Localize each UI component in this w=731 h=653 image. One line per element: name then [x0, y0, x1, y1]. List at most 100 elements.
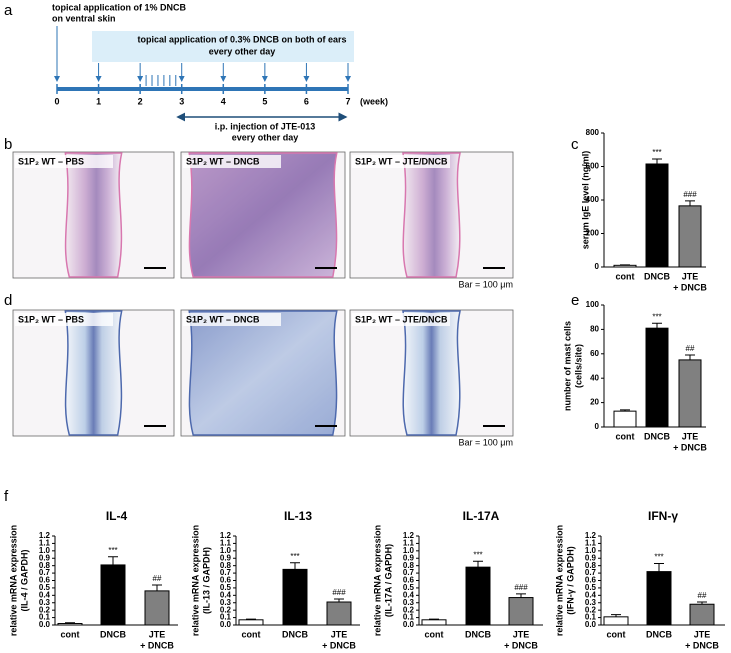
y-tick-label: 1.2	[403, 531, 415, 540]
y-tick-label: 600	[586, 162, 600, 171]
bar	[508, 597, 534, 626]
y-tick-label: 0.0	[403, 620, 415, 629]
y-tick-label: 80	[590, 325, 599, 334]
x-tick-label: + DNCB	[504, 640, 538, 650]
label-bg	[352, 313, 450, 326]
x-tick-label: DNCB	[465, 629, 491, 639]
y-tick-label: 0.3	[39, 598, 51, 607]
error-bar	[290, 562, 300, 570]
x-tick-label: DNCB	[644, 431, 670, 441]
significance: ***	[108, 546, 117, 555]
y-tick-label: 0	[595, 262, 600, 271]
tissue	[188, 152, 338, 278]
x-tick-label: DNCB	[100, 629, 126, 639]
bar	[603, 616, 629, 626]
y-tick-label: 0.5	[220, 583, 232, 592]
y-tick-label: 0.1	[403, 613, 415, 622]
image-label: S1P₂ WT – PBS	[18, 156, 84, 166]
x-tick-label: + DNCB	[673, 282, 707, 292]
ear-note: topical application of 0.3% DNCB on both…	[137, 34, 346, 44]
y-tick-label: 1.0	[39, 546, 51, 555]
error-bar	[246, 618, 256, 620]
y-tick-label: 0.9	[403, 553, 415, 562]
image-label: S1P₂ WT – DNCB	[186, 156, 260, 166]
week-label: 4	[221, 96, 226, 106]
bar	[326, 601, 352, 626]
y-tick-label: 0.7	[585, 568, 597, 577]
week-label: 7	[345, 96, 350, 106]
y-tick-label: 0.8	[585, 561, 597, 570]
y-tick-label: 0	[595, 422, 600, 431]
error-bar	[334, 598, 344, 603]
panel-letter: b	[4, 136, 12, 153]
significance: ***	[290, 552, 299, 561]
panel-letter: f	[4, 488, 9, 505]
y-tick-label: 0.6	[220, 576, 232, 585]
y-tick-label: 0.6	[585, 576, 597, 585]
bar	[645, 327, 669, 428]
week-label: 5	[262, 96, 267, 106]
y-tick-label: 0.0	[39, 620, 51, 629]
error-bar	[652, 158, 662, 164]
bar	[144, 590, 170, 626]
bar	[645, 163, 669, 268]
y-tick-label: 0.3	[585, 598, 597, 607]
y-tick-label: 0.7	[39, 568, 51, 577]
bar	[100, 564, 126, 626]
y-tick-label: 0.2	[39, 605, 51, 614]
image-label: S1P₂ WT – PBS	[18, 314, 84, 324]
y-tick-label: 0.2	[220, 605, 232, 614]
tissue	[64, 152, 123, 278]
tissue	[402, 310, 461, 436]
bar	[646, 571, 672, 626]
y-tick-label: 0.6	[39, 576, 51, 585]
x-tick-label: DNCB	[646, 629, 672, 639]
significance: ***	[654, 553, 663, 562]
bar	[282, 568, 308, 626]
y-tick-label: 0.1	[585, 613, 597, 622]
significance: ###	[683, 190, 697, 199]
error-bar	[685, 200, 695, 206]
x-tick-label: cont	[61, 629, 80, 639]
x-tick-label: + DNCB	[685, 640, 719, 650]
bar	[465, 566, 491, 626]
week-label: 2	[138, 96, 143, 106]
y-tick-label: 1.1	[220, 539, 232, 548]
error-bar	[611, 614, 621, 617]
y-tick-label: 0.9	[585, 553, 597, 562]
significance: ###	[514, 583, 528, 592]
error-bar	[152, 584, 162, 591]
panel-letter: e	[571, 292, 579, 309]
image-label: S1P₂ WT – DNCB	[186, 314, 260, 324]
y-axis-label: serum IgE level (ng/ml)	[580, 151, 590, 250]
x-tick-label: + DNCB	[673, 442, 707, 452]
y-tick-label: 1.1	[403, 539, 415, 548]
x-tick-label: JTE	[682, 431, 699, 441]
y-tick-label: 0.2	[585, 605, 597, 614]
y-tick-label: 0.7	[220, 568, 232, 577]
significance: ##	[153, 574, 162, 583]
error-bar	[473, 560, 483, 568]
y-tick-label: 0.2	[403, 605, 415, 614]
bar	[678, 359, 702, 428]
y-tick-label: 0.4	[220, 590, 232, 599]
x-tick-label: JTE	[149, 629, 166, 639]
label-bg	[183, 155, 281, 168]
x-tick-label: DNCB	[282, 629, 308, 639]
y-tick-label: 0.5	[39, 583, 51, 592]
injection-note: i.p. injection of JTE-013	[215, 121, 316, 131]
significance: ***	[473, 550, 482, 559]
week-label: 0	[54, 96, 59, 106]
y-tick-label: 1.0	[403, 546, 415, 555]
week-label: 6	[304, 96, 309, 106]
image-label: S1P₂ WT – JTE/DNCB	[355, 314, 448, 324]
injection-note: every other day	[232, 132, 299, 142]
y-axis-label: (IFN-γ / GAPDH)	[565, 546, 575, 615]
y-axis-label: relative mRNA expression	[554, 525, 564, 636]
y-tick-label: 60	[590, 349, 599, 358]
panel-letter: c	[571, 136, 579, 153]
panel-letter: a	[4, 2, 13, 19]
chart-title: IL-13	[284, 509, 312, 523]
significance: ##	[686, 344, 695, 353]
